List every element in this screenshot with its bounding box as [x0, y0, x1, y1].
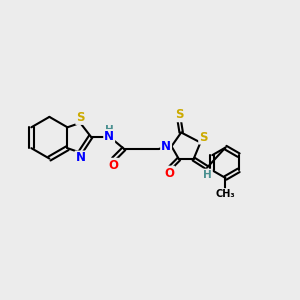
- Text: H: H: [105, 124, 113, 135]
- Text: N: N: [104, 130, 114, 143]
- Text: H: H: [203, 169, 212, 179]
- Text: S: S: [199, 130, 208, 144]
- Text: O: O: [164, 167, 174, 180]
- Text: N: N: [161, 140, 171, 153]
- Text: S: S: [76, 111, 85, 124]
- Text: CH₃: CH₃: [216, 189, 235, 199]
- Text: O: O: [108, 159, 118, 172]
- Text: S: S: [175, 108, 184, 121]
- Text: N: N: [76, 152, 85, 164]
